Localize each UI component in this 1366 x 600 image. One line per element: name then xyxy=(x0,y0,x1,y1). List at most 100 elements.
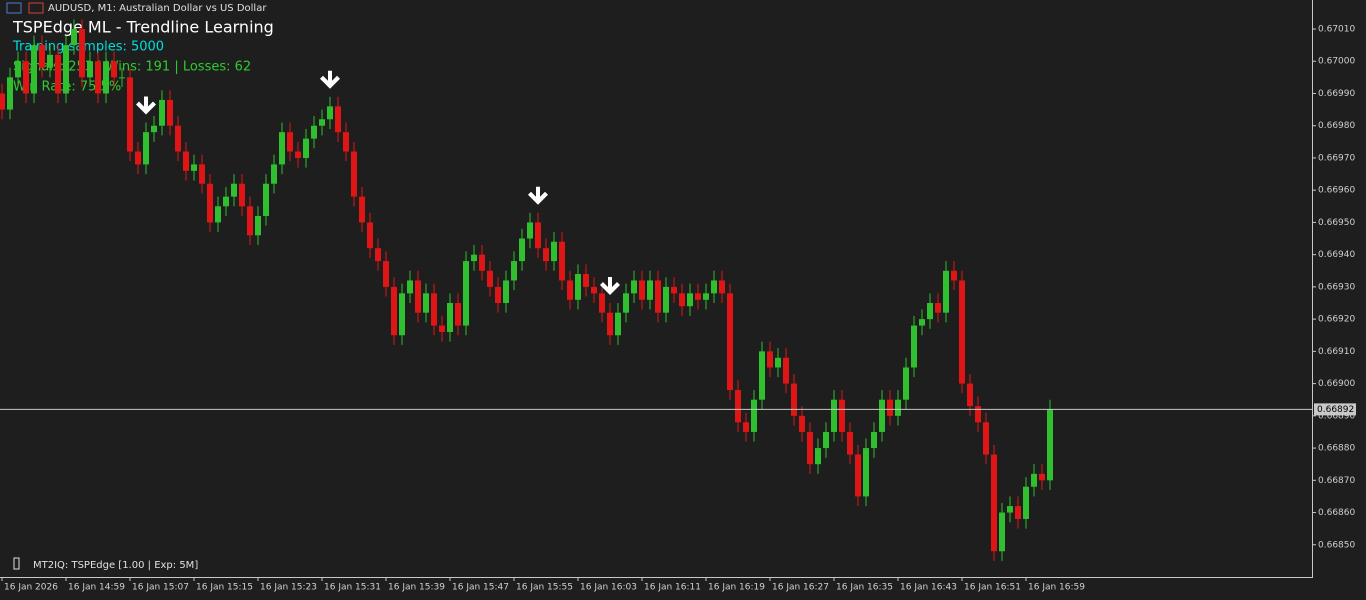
x-tick-label: 16 Jan 16:03 xyxy=(580,583,637,593)
candle-body xyxy=(567,280,573,300)
candle-body xyxy=(575,273,581,300)
candle-body xyxy=(967,383,973,407)
candle-body xyxy=(471,254,477,262)
x-tick-label: 16 Jan 16:51 xyxy=(964,583,1021,593)
candle-body xyxy=(783,357,789,384)
y-tick-label: 0.66880 xyxy=(1318,444,1355,454)
y-tick-label: 0.66970 xyxy=(1318,153,1355,163)
x-tick-label: 16 Jan 15:31 xyxy=(324,583,381,593)
candle-body xyxy=(423,293,429,313)
y-tick-label: 0.66870 xyxy=(1318,476,1355,486)
sell-signal-arrow xyxy=(528,186,548,205)
candle-body xyxy=(551,241,557,262)
bid-label: 0.66892 xyxy=(1317,405,1354,415)
candle-body xyxy=(631,280,637,294)
candle-body xyxy=(223,196,229,207)
candle-body xyxy=(1007,506,1013,513)
candle-body xyxy=(655,280,661,313)
candle-body xyxy=(207,183,213,223)
candle-body xyxy=(247,206,253,236)
candle-body xyxy=(847,431,853,455)
candle-body xyxy=(183,151,189,171)
candle-body xyxy=(127,77,133,152)
signal-stats: Signals: 253 | Wins: 191 | Losses: 62 xyxy=(13,60,251,75)
candle-body xyxy=(0,93,5,110)
candle-body xyxy=(55,54,61,94)
candle-body xyxy=(735,390,741,423)
y-tick-label: 0.66930 xyxy=(1318,282,1355,292)
candle-body xyxy=(63,45,69,94)
candle-body xyxy=(487,270,493,287)
candle-body xyxy=(143,132,149,165)
candle-body xyxy=(95,61,101,94)
candle-body xyxy=(663,286,669,313)
x-tick-label: 16 Jan 15:23 xyxy=(260,583,317,593)
candle-body xyxy=(1039,473,1045,481)
candle-body xyxy=(687,293,693,307)
window-icon xyxy=(28,2,44,14)
candle-body xyxy=(415,280,421,313)
candle-body xyxy=(775,357,781,368)
x-tick-label: 16 Jan 16:35 xyxy=(836,583,893,593)
window-title: AUDUSD, M1: Australian Dollar vs US Doll… xyxy=(48,3,267,14)
x-tick-label: 16 Jan 16:27 xyxy=(772,583,829,593)
y-tick-label: 0.66920 xyxy=(1318,315,1355,325)
candle-body xyxy=(527,222,533,239)
candle-body xyxy=(903,367,909,400)
candle-body xyxy=(1015,506,1021,519)
y-tick-label: 0.66950 xyxy=(1318,218,1355,228)
candle-body xyxy=(887,399,893,416)
candle-body xyxy=(399,293,405,336)
candle-body xyxy=(279,132,285,165)
candle-body xyxy=(47,54,53,68)
candle-body xyxy=(15,61,21,78)
candle-body xyxy=(927,303,933,320)
candle-body xyxy=(159,99,165,126)
x-tick-label: 16 Jan 16:43 xyxy=(900,583,957,593)
candle-body xyxy=(407,280,413,294)
candle-body xyxy=(807,431,813,465)
candle-body xyxy=(623,293,629,313)
candle-body xyxy=(511,261,517,281)
candle-body xyxy=(359,196,365,223)
candle-body xyxy=(559,241,565,281)
candle-body xyxy=(543,248,549,262)
candle-body xyxy=(87,61,93,78)
candle-body xyxy=(319,119,325,126)
y-tick-label: 0.66940 xyxy=(1318,250,1355,260)
candle-body xyxy=(895,399,901,416)
candle-body xyxy=(911,325,917,368)
candle-body xyxy=(135,151,141,165)
candle-body xyxy=(1023,486,1029,519)
y-tick-label: 0.66850 xyxy=(1318,540,1355,550)
candle-body xyxy=(327,106,333,120)
x-tick-label: 16 Jan 15:15 xyxy=(196,583,253,593)
candle-body xyxy=(263,183,269,216)
candle-body xyxy=(791,383,797,416)
candle-body xyxy=(103,61,109,94)
y-tick-label: 0.66990 xyxy=(1318,89,1355,99)
candle-body xyxy=(287,132,293,152)
candle-body xyxy=(943,270,949,313)
candle-body xyxy=(719,280,725,294)
candle-body xyxy=(535,222,541,249)
x-tick-label: 16 Jan 16:59 xyxy=(1028,583,1085,593)
candle-body xyxy=(215,206,221,223)
candle-body xyxy=(615,312,621,336)
x-tick-label: 16 Jan 15:07 xyxy=(132,583,189,593)
candle-body xyxy=(455,303,461,326)
candle-body xyxy=(119,77,125,79)
candle-body xyxy=(191,164,197,171)
candle-body xyxy=(703,293,709,300)
candle-body xyxy=(879,399,885,432)
candle-body xyxy=(831,399,837,432)
y-tick-label: 0.66890 xyxy=(1318,411,1355,421)
candle-body xyxy=(759,351,765,400)
y-tick-label: 0.66860 xyxy=(1318,508,1355,518)
window-icon xyxy=(6,2,22,14)
candle-body xyxy=(711,280,717,294)
x-tick-label: 16 Jan 15:47 xyxy=(452,583,509,593)
candle-body xyxy=(823,431,829,449)
x-tick-label: 16 Jan 16:11 xyxy=(644,583,701,593)
